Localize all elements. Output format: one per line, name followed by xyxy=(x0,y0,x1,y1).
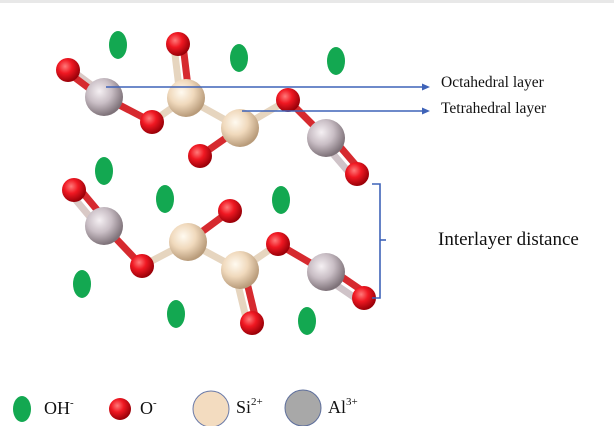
oh-ion xyxy=(272,186,290,214)
legend-oh-label: OH- xyxy=(44,397,74,419)
interlayer-bracket xyxy=(372,183,386,299)
top-layer-atoms xyxy=(56,32,369,186)
oh-ion xyxy=(230,44,248,72)
legend-si-swatch xyxy=(192,390,230,426)
tetrahedral-layer-label: Tetrahedral layer xyxy=(441,100,547,117)
oh-ion xyxy=(167,300,185,328)
oxygen-atom xyxy=(240,311,264,335)
legend-symbols xyxy=(13,389,322,426)
interlayer-distance-label: Interlayer distance xyxy=(438,229,579,250)
oh-ion xyxy=(95,157,113,185)
oh-ion xyxy=(327,47,345,75)
oxygen-atom xyxy=(276,88,300,112)
aluminium-atom xyxy=(85,207,123,245)
oxygen-atom xyxy=(188,144,212,168)
aluminium-atom xyxy=(307,253,345,291)
legend-al-label: Al3+ xyxy=(328,396,358,418)
silicon-atom xyxy=(221,251,259,289)
oxygen-atom xyxy=(62,178,86,202)
oh-ion xyxy=(109,31,127,59)
oxygen-atom xyxy=(166,32,190,56)
hydroxide-ions xyxy=(73,31,345,335)
oxygen-atom xyxy=(130,254,154,278)
silicon-atom xyxy=(169,223,207,261)
oxygen-atom xyxy=(140,110,164,134)
legend-o-label: O- xyxy=(140,397,157,419)
legend-si-label: Si2+ xyxy=(236,396,263,418)
oh-ion xyxy=(156,185,174,213)
oh-ion xyxy=(73,270,91,298)
silicon-atom xyxy=(167,79,205,117)
octahedral-layer-label: Octahedral layer xyxy=(441,74,544,91)
silicon-atom xyxy=(221,109,259,147)
aluminium-atom xyxy=(307,119,345,157)
oxygen-atom xyxy=(352,286,376,310)
oxygen-atom xyxy=(266,232,290,256)
oh-ion xyxy=(298,307,316,335)
aluminium-atom xyxy=(85,78,123,116)
bottom-layer-atoms xyxy=(62,178,376,335)
oxygen-atom xyxy=(345,162,369,186)
legend-oh-swatch xyxy=(13,396,31,422)
top-border xyxy=(0,0,614,3)
label-arrows xyxy=(106,83,430,115)
oxygen-atom xyxy=(218,199,242,223)
legend-o-swatch xyxy=(109,398,131,420)
oxygen-atom xyxy=(56,58,80,82)
legend-al-swatch xyxy=(284,389,322,426)
